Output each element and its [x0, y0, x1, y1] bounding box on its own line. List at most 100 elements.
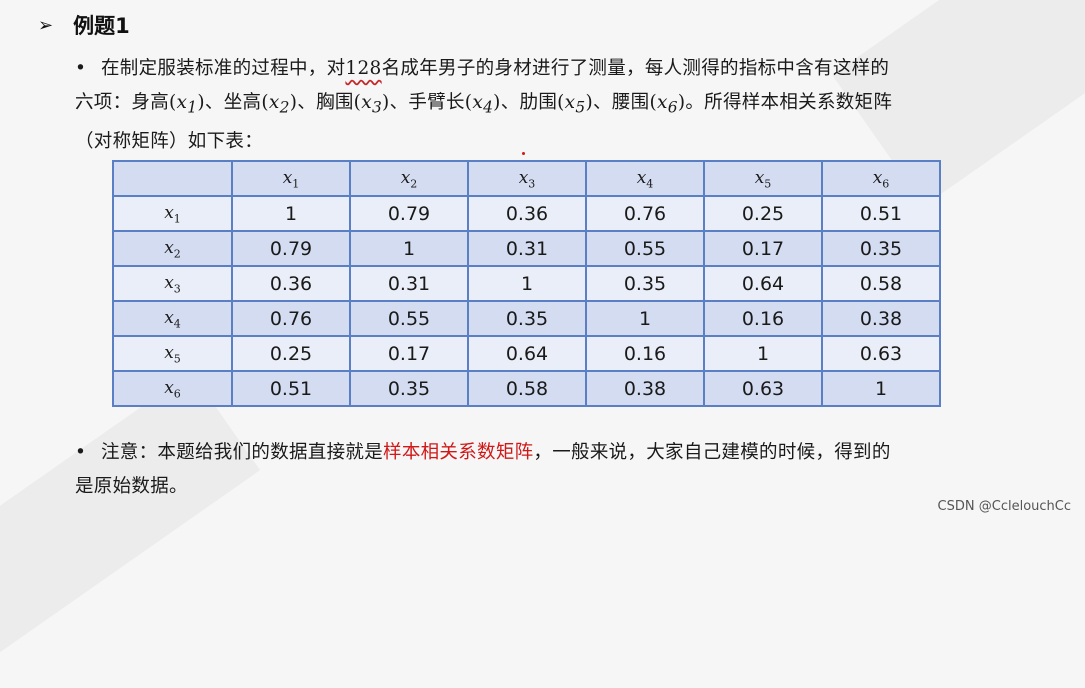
table-cell: 0.36	[467, 195, 587, 232]
variable-letter: x	[164, 308, 174, 329]
variable-subscript: 4	[483, 98, 494, 117]
table-header-row: x1 x2 x3 x4 x5 x6	[112, 160, 941, 197]
table-cell: 1	[703, 335, 823, 372]
table-cell: 0.64	[703, 265, 823, 302]
table-cell: 0.38	[585, 370, 705, 407]
bullet-dot-icon: •	[75, 442, 87, 463]
table-cell: 0.63	[703, 370, 823, 407]
table-cell: 1	[467, 265, 587, 302]
math-variable: x5	[164, 343, 181, 366]
arrow-bullet-icon: ➢	[38, 14, 54, 36]
note-line-1: 注意：本题给我们的数据直接就是样本相关系数矩阵，一般来说，大家自己建模的时候，得…	[75, 436, 1055, 470]
text-segment: 。所得样本相关系数矩阵	[685, 92, 893, 113]
variable-subscript: 2	[173, 247, 181, 261]
table-cell: 1	[349, 230, 469, 267]
slide-title: 例题1	[73, 14, 130, 38]
math-variable: x4	[636, 168, 654, 191]
math-variable: x2	[268, 92, 290, 117]
table-row: x3 0.36 0.31 1 0.35 0.64 0.58	[112, 265, 941, 302]
math-variable: x6	[656, 92, 678, 117]
table-cell: 0.17	[703, 230, 823, 267]
red-dot-mark	[522, 152, 525, 155]
table-cell: 0.16	[585, 335, 705, 372]
variable-letter: x	[754, 168, 765, 189]
variable-letter: x	[361, 92, 372, 113]
variable-subscript: 3	[371, 98, 383, 117]
text-segment: 六项：	[75, 92, 132, 113]
column-header: x3	[467, 160, 587, 197]
table-cell: 0.58	[821, 265, 941, 302]
variable-subscript: 5	[764, 177, 772, 191]
math-variable: x6	[164, 378, 181, 401]
math-variable: x1	[282, 168, 300, 191]
row-header: x1	[112, 195, 233, 232]
sample-size-number: 128	[345, 58, 382, 79]
measurement-item: 胸围(x3)	[316, 92, 390, 117]
problem-line-2: 六项：身高(x1)、坐高(x2)、胸围(x3)、手臂长(x4)、肋围(x5)、腰…	[75, 86, 1035, 125]
title-row: ➢ 例题1	[38, 10, 130, 40]
table-cell: 0.63	[821, 335, 941, 372]
math-variable: x3	[518, 168, 536, 191]
variable-subscript: 6	[882, 177, 890, 191]
variable-letter: x	[636, 168, 647, 189]
table-row: x1 1 0.79 0.36 0.76 0.25 0.51	[112, 195, 941, 232]
paragraph-problem: • 在制定服装标准的过程中，对128名成年男子的身材进行了测量，每人测得的指标中…	[75, 52, 1035, 159]
table-cell: 0.55	[585, 230, 705, 267]
variable-letter: x	[282, 168, 293, 189]
row-header: x2	[112, 230, 233, 267]
variable-letter: x	[268, 92, 280, 113]
table-cell: 0.38	[821, 300, 941, 337]
measurement-label: 腰围	[611, 92, 650, 113]
variable-subscript: 5	[173, 352, 181, 366]
math-variable: x4	[472, 92, 493, 117]
table-cell: 0.25	[231, 335, 351, 372]
math-variable: x1	[164, 203, 181, 226]
measurement-item: 手臂长(x4)	[408, 92, 501, 117]
variable-letter: x	[518, 168, 529, 189]
row-header: x3	[112, 265, 233, 302]
measurement-items: 身高(x1)、坐高(x2)、胸围(x3)、手臂长(x4)、肋围(x5)、腰围(x…	[131, 92, 686, 117]
variable-subscript: 5	[575, 98, 586, 117]
variable-letter: x	[164, 343, 174, 364]
variable-subscript: 3	[528, 177, 536, 191]
column-header: x5	[703, 160, 823, 197]
variable-subscript: 6	[173, 387, 181, 401]
variable-letter: x	[176, 92, 188, 113]
table-cell: 0.79	[231, 230, 351, 267]
table-row: x4 0.76 0.55 0.35 1 0.16 0.38	[112, 300, 941, 337]
table-corner-cell	[112, 160, 233, 197]
variable-subscript: 2	[279, 98, 290, 117]
variable-subscript: 1	[292, 177, 300, 191]
problem-line-1: 在制定服装标准的过程中，对128名成年男子的身材进行了测量，每人测得的指标中含有…	[75, 52, 1035, 86]
variable-subscript: 6	[667, 98, 678, 117]
variable-letter: x	[164, 273, 174, 294]
column-header: x4	[585, 160, 705, 197]
measurement-item: 身高(x1)	[131, 92, 205, 117]
variable-subscript: 1	[173, 212, 181, 226]
table-cell: 1	[585, 300, 705, 337]
variable-subscript: 4	[173, 317, 181, 331]
math-variable: x1	[176, 92, 198, 117]
variable-letter: x	[164, 238, 174, 259]
table-cell: 0.51	[821, 195, 941, 232]
slide: ➢ 例题1 • 在制定服装标准的过程中，对128名成年男子的身材进行了测量，每人…	[38, 10, 1071, 514]
table-cell: 0.17	[349, 335, 469, 372]
background-shape	[0, 371, 261, 688]
variable-subscript: 4	[646, 177, 654, 191]
table-cell: 0.55	[349, 300, 469, 337]
measurement-label: 手臂长	[408, 92, 465, 113]
row-header: x5	[112, 335, 233, 372]
correlation-matrix-table: x1 x2 x3 x4 x5 x6 x1 1 0.79 0.36 0.76 0.25 0.51 x2 0.…	[112, 160, 941, 407]
measurement-item: 坐高(x2)	[223, 92, 298, 117]
math-variable: x5	[565, 92, 586, 117]
variable-subscript: 2	[410, 177, 418, 191]
variable-letter: x	[164, 203, 174, 224]
math-variable: x4	[164, 308, 181, 331]
row-header: x6	[112, 370, 233, 407]
table-cell: 0.79	[349, 195, 469, 232]
table-row: x5 0.25 0.17 0.64 0.16 1 0.63	[112, 335, 941, 372]
table-row: x2 0.79 1 0.31 0.55 0.17 0.35	[112, 230, 941, 267]
table-cell: 0.58	[467, 370, 587, 407]
variable-letter: x	[656, 92, 668, 113]
column-header: x1	[231, 160, 351, 197]
